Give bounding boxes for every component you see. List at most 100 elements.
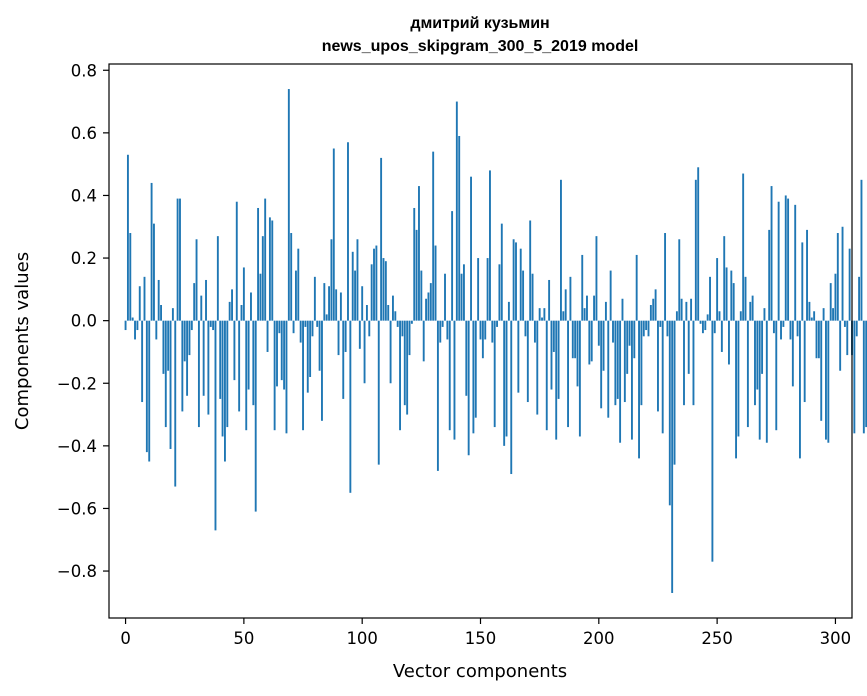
- bar: [489, 170, 491, 321]
- bar: [290, 233, 293, 321]
- bar: [358, 320, 361, 349]
- bar: [351, 251, 354, 321]
- bar: [510, 320, 513, 475]
- bar: [737, 320, 740, 437]
- bar: [287, 89, 290, 321]
- bar: [240, 305, 243, 321]
- y-axis-label: Components values: [12, 252, 33, 430]
- bar: [770, 186, 773, 321]
- y-tick-label: 0.8: [71, 61, 97, 80]
- bar: [171, 308, 174, 321]
- bar: [642, 320, 645, 337]
- bar: [190, 320, 193, 331]
- bar: [600, 320, 603, 409]
- bar: [162, 320, 165, 374]
- bar: [377, 320, 380, 465]
- bar: [526, 320, 529, 403]
- bar: [444, 273, 446, 321]
- bar: [188, 320, 191, 356]
- bar: [257, 207, 260, 321]
- bar: [205, 279, 207, 321]
- bar: [356, 239, 359, 321]
- bar: [224, 320, 226, 462]
- bar: [306, 320, 309, 393]
- bar: [763, 308, 766, 321]
- bar: [567, 320, 569, 428]
- bar: [392, 295, 394, 321]
- bar: [455, 101, 458, 321]
- bar: [342, 320, 345, 399]
- bar: [675, 311, 678, 321]
- bar: [413, 207, 416, 321]
- bar: [536, 320, 539, 415]
- bar: [283, 320, 286, 390]
- bar: [221, 320, 224, 437]
- bar: [522, 270, 525, 321]
- bar: [250, 292, 252, 321]
- bar: [368, 320, 371, 337]
- bar: [623, 320, 626, 403]
- bar: [394, 311, 397, 321]
- bar: [448, 320, 451, 431]
- bar: [552, 320, 555, 352]
- bar: [808, 301, 811, 321]
- bar: [836, 233, 839, 321]
- bar: [273, 320, 276, 431]
- bar: [235, 201, 238, 321]
- bar: [228, 301, 231, 321]
- bar: [782, 320, 785, 327]
- x-tick-label: 250: [701, 629, 733, 648]
- bar: [685, 301, 688, 321]
- bar: [728, 320, 730, 365]
- bar: [280, 320, 283, 381]
- bar: [578, 320, 581, 437]
- bar: [245, 320, 248, 431]
- bar: [576, 320, 579, 387]
- bar: [311, 320, 314, 337]
- bar: [439, 320, 442, 343]
- bar: [626, 320, 629, 374]
- bar: [174, 320, 177, 487]
- bar: [756, 320, 759, 390]
- bar: [784, 195, 787, 321]
- bar: [796, 320, 799, 337]
- bar: [247, 320, 250, 390]
- bar: [382, 258, 385, 321]
- bar: [597, 320, 600, 346]
- chart-title: дмитрий кузьмин: [410, 15, 549, 32]
- bar: [197, 320, 200, 428]
- x-tick-label: 0: [120, 629, 131, 648]
- bar: [157, 279, 160, 321]
- bar: [126, 154, 129, 321]
- bar: [141, 320, 144, 403]
- bar: [195, 239, 198, 321]
- bar: [725, 267, 728, 321]
- bar: [659, 320, 662, 327]
- bar: [550, 320, 553, 390]
- bar: [512, 239, 515, 321]
- bar: [148, 320, 151, 462]
- bar: [633, 320, 636, 359]
- bar: [503, 320, 506, 446]
- bar: [472, 320, 475, 434]
- bar: [401, 320, 404, 337]
- bar: [470, 176, 472, 321]
- bar: [164, 320, 167, 428]
- bar: [555, 320, 558, 440]
- bar: [813, 311, 816, 321]
- bar: [742, 173, 745, 321]
- bar: [723, 236, 726, 321]
- bar: [810, 317, 813, 321]
- bar: [614, 320, 617, 406]
- bar: [153, 223, 155, 321]
- y-tick-label: 0.6: [71, 124, 97, 143]
- bar: [347, 142, 349, 321]
- bar: [515, 242, 517, 321]
- bar: [370, 264, 373, 321]
- bar: [739, 311, 742, 321]
- y-tick-label: −0.6: [57, 499, 97, 518]
- bar: [829, 283, 832, 321]
- x-tick-label: 300: [820, 629, 852, 648]
- bar: [278, 320, 281, 334]
